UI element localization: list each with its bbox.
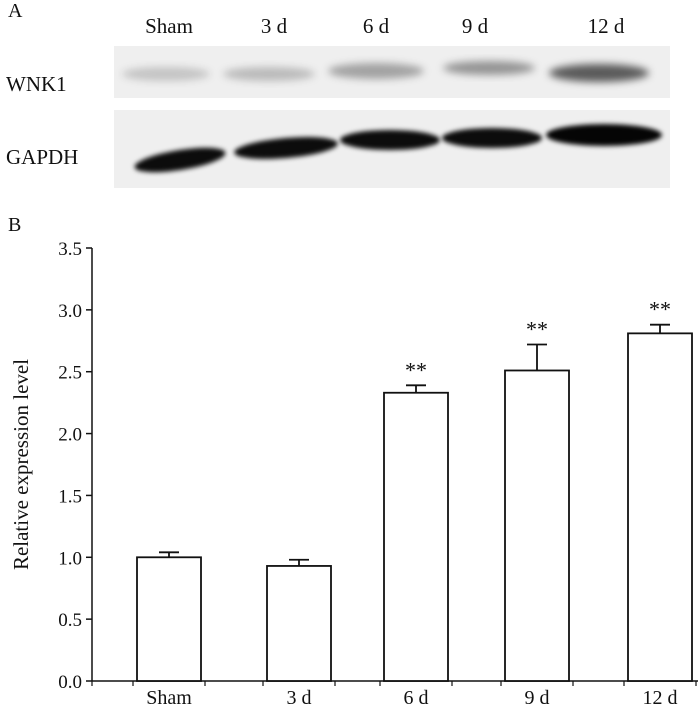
gapdh-blot-svg xyxy=(134,124,662,173)
gapdh-blot-strip xyxy=(114,110,670,188)
y-tick-label: 3.0 xyxy=(58,301,82,322)
lane-label: 12 d xyxy=(587,14,625,38)
y-tick-label: 1.0 xyxy=(58,548,82,569)
x-tick-label: 6 d xyxy=(404,687,429,705)
gapdh-band xyxy=(134,147,226,173)
wnk1-band xyxy=(549,64,649,82)
gapdh-band xyxy=(340,130,440,150)
wnk1-band xyxy=(122,67,210,81)
panel-a-label: A xyxy=(8,0,23,22)
y-tick-label: 0.0 xyxy=(58,672,82,693)
y-tick-label: 2.5 xyxy=(58,363,82,384)
lane-label: Sham xyxy=(145,14,193,38)
bar xyxy=(136,556,202,682)
bar xyxy=(383,391,449,682)
significance-marker: ** xyxy=(405,357,427,382)
y-axis-label: Relative expression level xyxy=(9,359,33,570)
significance-marker: ** xyxy=(649,297,671,322)
wnk1-band xyxy=(223,67,315,81)
y-tick-label: 2.0 xyxy=(58,425,82,446)
x-tick-label: 3 d xyxy=(287,687,312,705)
protein-label-wnk1: WNK1 xyxy=(6,72,67,96)
bar xyxy=(266,565,332,682)
x-tick-label: Sham xyxy=(146,687,192,705)
lane-label: 3 d xyxy=(260,14,288,38)
y-tick-label: 1.5 xyxy=(58,486,82,507)
x-tick-label: 12 d xyxy=(643,687,678,705)
wnk1-band xyxy=(443,61,535,75)
gapdh-band xyxy=(546,124,662,146)
lane-label: 9 d xyxy=(461,14,489,38)
significance-marker: ** xyxy=(526,316,548,341)
bar xyxy=(504,369,570,682)
gapdh-band xyxy=(234,137,338,159)
y-tick-label: 0.5 xyxy=(58,610,82,631)
panel-b-label: B xyxy=(8,214,22,236)
bar-chart: 0.0 0.5 1.0 1.5 2.0 2.5 3.0 3.5 Sham 3 d 6 d ** 9 d *… xyxy=(9,239,698,705)
lane-label: 6 d xyxy=(362,14,390,38)
protein-label-gapdh: GAPDH xyxy=(6,145,79,169)
y-tick-label: 3.5 xyxy=(58,239,82,260)
x-tick-label: 9 d xyxy=(525,687,550,705)
wnk1-band xyxy=(328,63,424,79)
gapdh-band xyxy=(442,128,542,148)
wnk1-blot-svg xyxy=(122,61,649,82)
bar xyxy=(627,332,693,682)
wnk1-blot-strip xyxy=(114,46,670,98)
